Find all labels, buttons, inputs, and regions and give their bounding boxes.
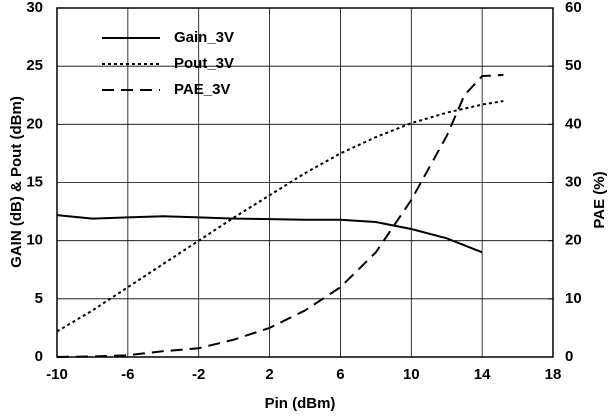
y2-tick-label: 50	[565, 57, 582, 74]
y2-tick-label: 10	[565, 290, 582, 307]
y-tick-label: 10	[26, 232, 43, 249]
x-tick-label: -6	[121, 366, 134, 383]
y-tick-label: 30	[26, 0, 43, 16]
y2-tick-label: 60	[565, 0, 582, 16]
plot-frame	[56, 7, 554, 358]
legend-label: PAE_3V	[174, 81, 230, 98]
x-tick-label: 2	[265, 366, 273, 383]
y2-tick-label: 0	[565, 348, 573, 365]
y-tick-label: 15	[26, 173, 43, 190]
series-line	[56, 214, 483, 254]
y-tick-label: 0	[35, 348, 43, 365]
x-tick-label: 10	[403, 366, 420, 383]
x-tick-label: -2	[192, 366, 205, 383]
y-tick-label: 25	[26, 57, 43, 74]
y2-tick-label: 20	[565, 232, 582, 249]
y-axis-label: GAIN (dB) & Pout (dBm)	[8, 96, 25, 268]
y2-axis-label: PAE (%)	[591, 171, 608, 228]
series-line	[56, 73, 504, 358]
x-axis-label: Pin (dBm)	[265, 395, 336, 412]
legend-label: Pout_3V	[174, 55, 234, 72]
x-tick-label: 6	[336, 366, 344, 383]
x-tick-label: 14	[474, 366, 491, 383]
y-tick-label: 5	[35, 290, 43, 307]
series-line	[56, 100, 504, 333]
x-tick-label: 18	[545, 366, 562, 383]
y2-tick-label: 40	[565, 115, 582, 132]
y-tick-label: 20	[26, 115, 43, 132]
legend-label: Gain_3V	[174, 29, 234, 46]
y2-tick-label: 30	[565, 173, 582, 190]
x-tick-label: -10	[46, 366, 68, 383]
